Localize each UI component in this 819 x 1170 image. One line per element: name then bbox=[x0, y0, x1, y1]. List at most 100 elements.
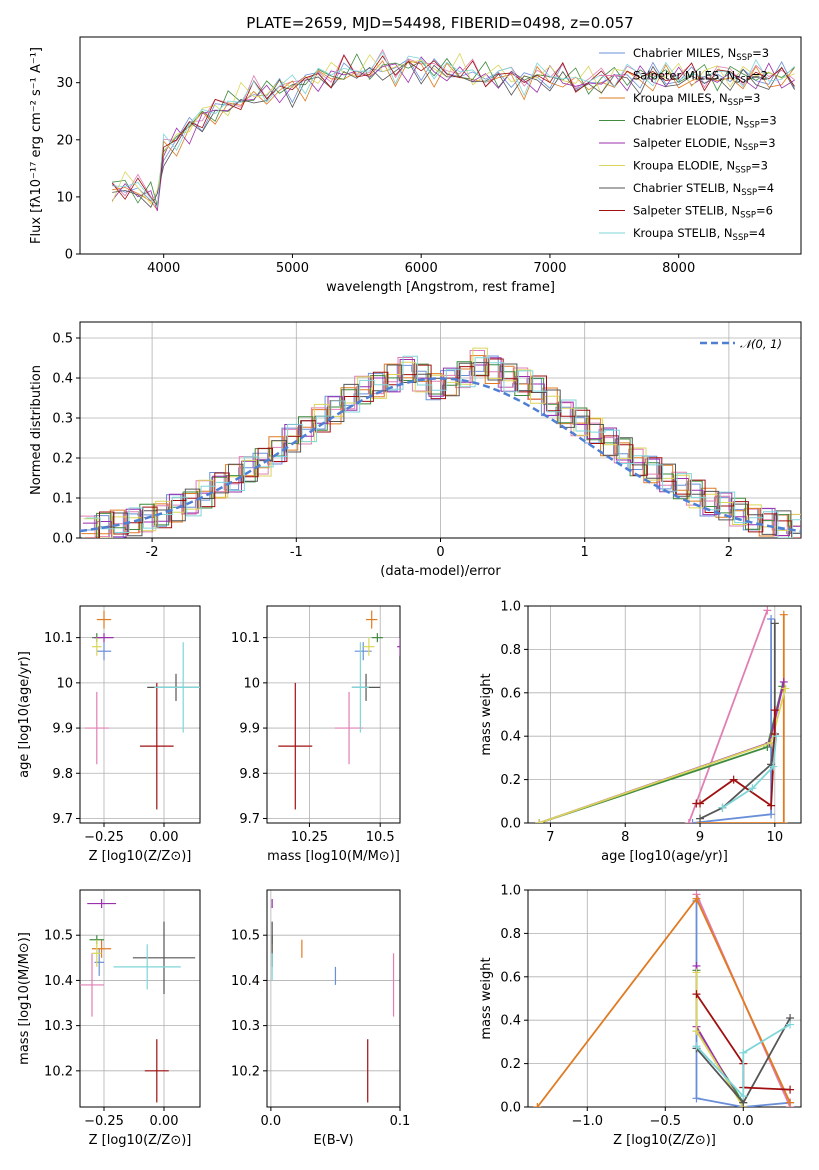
y-tick-label: 0.2 bbox=[500, 1057, 521, 1072]
x-tick-label: 0.0 bbox=[733, 1114, 754, 1129]
plot-frame bbox=[527, 605, 802, 824]
x-tick-label: -1 bbox=[290, 545, 303, 560]
weight-point-marker bbox=[748, 784, 757, 793]
weight-series-line bbox=[687, 609, 769, 823]
weight-point-marker bbox=[729, 775, 738, 784]
histogram-series-step bbox=[80, 355, 801, 538]
weight-point-marker bbox=[786, 1098, 795, 1107]
weight-point-marker bbox=[779, 610, 788, 619]
plot-frame bbox=[79, 36, 802, 255]
legend-label: Salpeter MILES, NSSP=2 bbox=[633, 69, 768, 86]
weight-point-marker bbox=[684, 819, 693, 823]
y-tick-label: 1.0 bbox=[500, 600, 521, 615]
y-tick-label: 10.5 bbox=[231, 929, 260, 944]
weight-series-line bbox=[695, 1023, 791, 1099]
x-axis-label: Z [log10(Z/Z⊙)] bbox=[613, 1133, 716, 1148]
legend-label: Kroupa MILES, NSSP=3 bbox=[633, 91, 760, 108]
y-tick-label: 0.2 bbox=[500, 773, 521, 788]
weight-point-marker bbox=[770, 706, 779, 715]
plot-frame bbox=[527, 889, 802, 1108]
x-axis-label: wavelength [Angstrom, rest frame] bbox=[326, 280, 555, 295]
y-tick-label: 0.0 bbox=[500, 1101, 521, 1116]
y-tick-label: 0.4 bbox=[52, 372, 73, 387]
y-tick-label: 0.6 bbox=[500, 970, 521, 985]
histogram-series-step bbox=[82, 357, 801, 538]
x-tick-label: 10.25 bbox=[291, 830, 328, 845]
plot-area bbox=[84, 610, 200, 810]
weight-point-marker bbox=[688, 819, 697, 823]
y-tick-label: 0 bbox=[65, 248, 73, 263]
y-tick-label: 0.4 bbox=[500, 730, 521, 745]
y-axis-label: Normed distribution bbox=[29, 365, 44, 495]
x-tick-label: −0.25 bbox=[84, 830, 124, 845]
plot-area bbox=[278, 610, 400, 810]
weight-point-marker bbox=[770, 619, 779, 628]
x-tick-label: -2 bbox=[146, 545, 159, 560]
weight-series-line bbox=[538, 686, 784, 823]
weight-point-marker bbox=[739, 1092, 748, 1101]
plot-frame bbox=[266, 889, 401, 1108]
y-tick-label: 20 bbox=[56, 133, 73, 148]
weight-series-line bbox=[538, 688, 787, 823]
plot-frame bbox=[79, 605, 201, 824]
y-axis-label: Flux [fλ10⁻¹⁷ erg cm⁻² s⁻¹ A⁻¹] bbox=[29, 47, 44, 244]
legend-label: Chabrier STELIB, NSSP=4 bbox=[633, 181, 774, 198]
y-tick-label: 10 bbox=[243, 676, 260, 691]
figure-title: PLATE=2659, MJD=54498, FIBERID=0498, z=0… bbox=[246, 14, 633, 32]
legend-label: Kroupa ELODIE, NSSP=3 bbox=[633, 159, 768, 176]
y-tick-label: 9.8 bbox=[52, 767, 73, 782]
y-tick-label: 1.0 bbox=[500, 884, 521, 899]
legend-label: Salpeter ELODIE, NSSP=3 bbox=[633, 136, 776, 153]
x-axis-label: age [log10(age/yr)] bbox=[601, 849, 728, 864]
axes-residuals: -2 -1 0 1 2 0.0 0.1 0.2 0.3 0.4 0.5 (data-model)/er… bbox=[29, 321, 802, 579]
weight-point-marker bbox=[767, 801, 776, 810]
y-tick-label: 10.4 bbox=[44, 974, 73, 989]
legend-label: Chabrier MILES, NSSP=3 bbox=[633, 46, 769, 63]
weight-point-marker bbox=[781, 684, 790, 693]
histogram-series-step bbox=[84, 362, 801, 538]
spectrum-series-line bbox=[112, 58, 795, 202]
weight-point-marker bbox=[718, 803, 727, 812]
weight-point-marker bbox=[779, 677, 788, 686]
y-tick-label: 9.9 bbox=[239, 722, 260, 737]
x-tick-label: 2 bbox=[725, 545, 733, 560]
weight-point-marker bbox=[739, 1048, 748, 1057]
weight-point-marker bbox=[692, 968, 701, 977]
weight-point-marker bbox=[692, 990, 701, 999]
y-axis-label: age [log10(age/yr)] bbox=[17, 651, 32, 778]
plot-area bbox=[111, 49, 795, 212]
plot-frame bbox=[266, 605, 401, 824]
spectrum-series-line bbox=[112, 60, 795, 212]
histogram-series-step bbox=[82, 361, 801, 538]
plot-frame bbox=[79, 321, 802, 539]
spectrum-series-line bbox=[112, 53, 795, 206]
x-tick-label: 1 bbox=[581, 545, 589, 560]
y-tick-label: 10.3 bbox=[231, 1019, 260, 1034]
legend-label: 𝒩(0, 1) bbox=[740, 337, 782, 351]
y-tick-label: 0.1 bbox=[52, 492, 73, 507]
x-tick-label: 8000 bbox=[662, 261, 695, 276]
x-tick-label: 5000 bbox=[276, 261, 309, 276]
y-tick-label: 10.2 bbox=[231, 1064, 260, 1079]
y-tick-label: 10.1 bbox=[44, 631, 73, 646]
y-tick-label: 0.0 bbox=[500, 817, 521, 832]
axes-weight-vs-age: 7 8 9 10 0.0 0.2 0.4 0.6 0.8 1.0 age [log10(age/yr… bbox=[479, 600, 802, 864]
x-axis-label: mass [log10(M/M⊙)] bbox=[267, 849, 400, 864]
y-tick-label: 30 bbox=[56, 76, 73, 91]
x-tick-label: 6000 bbox=[405, 261, 438, 276]
y-tick-label: 10.1 bbox=[231, 631, 260, 646]
x-tick-label: 10.5 bbox=[366, 830, 395, 845]
y-tick-label: 0.4 bbox=[500, 1014, 521, 1029]
legend-label: Kroupa STELIB, NSSP=4 bbox=[633, 226, 765, 243]
x-tick-label: 9 bbox=[696, 830, 704, 845]
normal-curve bbox=[80, 377, 801, 533]
axes-weight-vs-Z: −1.0 −0.5 0.0 0.0 0.2 0.4 0.6 0.8 1.0 Z [log10(Z/… bbox=[479, 884, 802, 1148]
weight-point-marker bbox=[535, 819, 544, 823]
weight-series-line bbox=[695, 970, 745, 1104]
x-tick-label: 7 bbox=[546, 830, 554, 845]
x-tick-label: 8 bbox=[621, 830, 629, 845]
weight-point-marker bbox=[779, 819, 788, 823]
y-tick-label: 10 bbox=[56, 190, 73, 205]
y-tick-label: 0.8 bbox=[500, 927, 521, 942]
y-axis-label: mass [log10(M/M⊙)] bbox=[17, 932, 32, 1065]
